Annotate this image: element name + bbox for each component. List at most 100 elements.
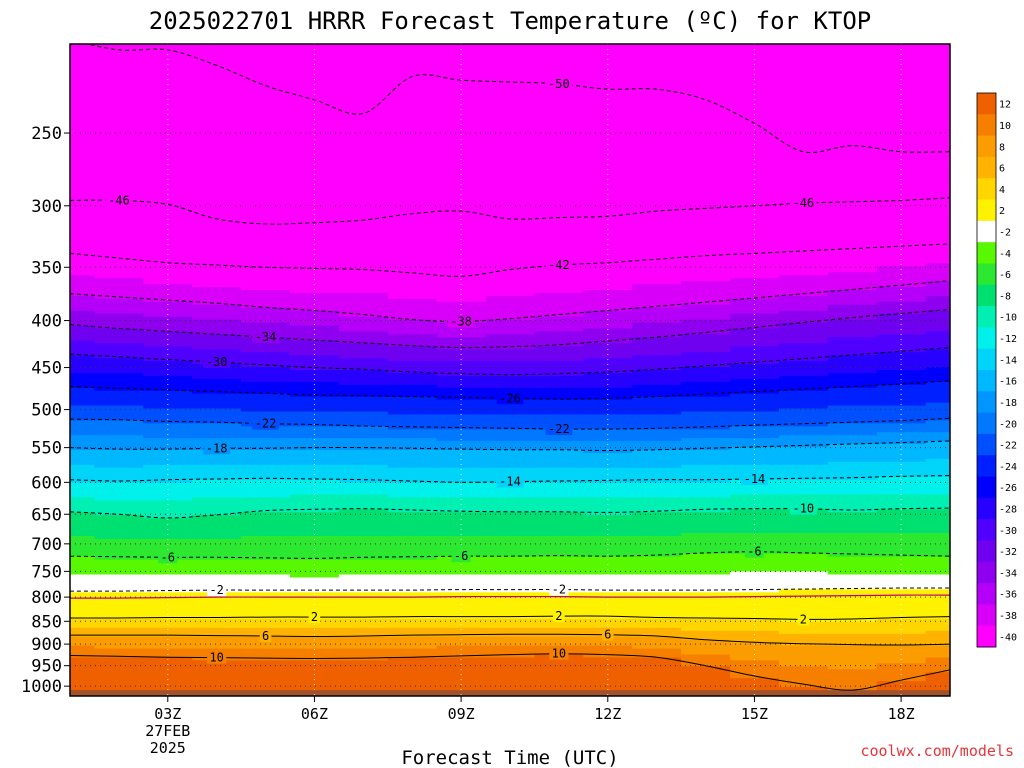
field-cell — [94, 592, 144, 620]
field-cell — [778, 464, 829, 481]
contour-line — [70, 507, 950, 519]
contour-label: 2 — [308, 610, 321, 624]
field-cell — [730, 393, 780, 413]
y-tick-label: 400 — [31, 312, 62, 332]
field-cell — [681, 654, 731, 667]
field-cell — [192, 515, 242, 540]
field-cell — [778, 435, 829, 448]
field-cell — [681, 497, 731, 513]
field-cell — [925, 556, 950, 576]
contour-label-bg — [549, 646, 569, 660]
field-cell — [583, 636, 633, 647]
y-tick-label: 250 — [31, 124, 62, 144]
field-cell — [632, 307, 682, 324]
contour-label-text: -6 — [747, 545, 761, 559]
contour-label: -2 — [207, 583, 227, 597]
colorbar-swatch — [977, 348, 996, 371]
field-cell — [192, 378, 242, 395]
field-cell — [925, 349, 950, 368]
colorbar-label: -24 — [999, 462, 1017, 473]
field-cell — [583, 497, 633, 516]
colorbar-label: 4 — [999, 185, 1005, 196]
contour-label-bg — [545, 76, 573, 90]
contour-label-text: -14 — [499, 475, 521, 489]
field-cell — [583, 645, 633, 659]
y-tick-label: 850 — [31, 612, 62, 632]
field-cell — [192, 660, 242, 696]
field-cell — [436, 636, 487, 647]
field-cell — [290, 44, 340, 294]
field-cell — [534, 331, 584, 347]
field-cell — [143, 450, 193, 466]
field-cell — [70, 574, 95, 593]
field-cell — [485, 497, 536, 513]
field-cell — [338, 384, 389, 398]
field-cell — [534, 497, 584, 513]
contour-label: -46 — [789, 196, 817, 210]
contour-label-bg — [252, 330, 279, 344]
field-cell — [485, 512, 536, 537]
field-cell — [192, 287, 242, 306]
field-cell — [534, 361, 584, 377]
field-cell — [485, 349, 536, 362]
field-cell — [241, 497, 291, 513]
y-tick-label: 450 — [31, 359, 62, 379]
field-cell — [827, 479, 878, 496]
field-cell — [241, 536, 291, 561]
field-cell — [290, 370, 340, 383]
contour-label-text: -2 — [552, 583, 566, 597]
field-cell — [827, 319, 878, 338]
field-cell — [143, 361, 193, 377]
field-cell — [241, 660, 291, 696]
contour-label: 2 — [797, 612, 810, 626]
field-cell — [290, 494, 340, 513]
field-cell — [94, 390, 144, 407]
field-cell — [876, 266, 927, 288]
field-cell — [70, 482, 95, 498]
field-cell — [925, 476, 950, 496]
field-cell — [387, 384, 438, 398]
field-cell — [632, 370, 682, 386]
field-cell — [681, 411, 731, 430]
x-tick-sublabel: 27FEB — [145, 722, 190, 740]
field-cell — [827, 272, 878, 291]
contour-label: -2 — [549, 582, 569, 597]
field-cell — [485, 657, 536, 696]
field-cell — [241, 450, 291, 466]
field-cell — [925, 295, 950, 312]
contour-label-bg — [789, 196, 817, 210]
field-cell — [778, 375, 829, 392]
field-cell — [143, 574, 193, 593]
field-cell — [778, 343, 829, 362]
contour-label-bg — [545, 257, 573, 271]
field-cell — [387, 44, 438, 300]
field-cell — [681, 450, 731, 466]
field-cell — [632, 322, 682, 338]
field-cell — [681, 464, 731, 484]
field-cell — [632, 441, 682, 451]
field-cell — [632, 556, 682, 576]
field-cell — [192, 319, 242, 335]
field-cell — [290, 559, 340, 579]
field-cell — [94, 559, 144, 576]
field-cell — [143, 284, 193, 303]
field-cell — [534, 482, 584, 498]
field-cell — [70, 657, 95, 696]
field-cell — [827, 645, 878, 670]
colorbar-swatch — [977, 370, 996, 392]
field-cell — [241, 464, 291, 481]
field-cell — [876, 384, 927, 407]
y-tick-label: 600 — [31, 473, 62, 493]
field-cell — [632, 574, 682, 593]
field-cell — [387, 574, 438, 593]
contour-label-text: -26 — [499, 391, 521, 405]
field-cell — [192, 304, 242, 321]
field-cell — [436, 429, 487, 442]
field-cell — [778, 390, 829, 410]
field-cell — [436, 574, 487, 593]
field-cell — [387, 627, 438, 638]
field-cell — [681, 574, 731, 593]
field-cell — [827, 405, 878, 424]
x-tick-sublabel: 2025 — [150, 739, 186, 757]
